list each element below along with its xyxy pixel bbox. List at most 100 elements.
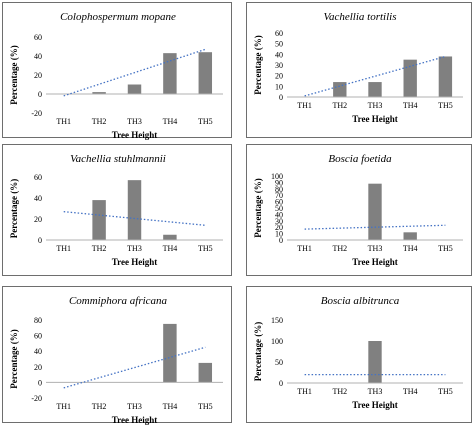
bar-th4 [163,323,177,383]
y-tick-label: 50 [275,204,283,213]
bar-th2 [92,92,106,94]
x-tick-label: TH3 [368,244,383,253]
chart-svg-boscia-albitrunca: Boscia albitrunca 0 50 100 150 Percentage (%)… [253,295,463,410]
x-tick-label: TH4 [163,117,178,126]
chart-title: Vachellia tortilis [323,11,396,23]
x-tick-label: TH1 [56,244,71,253]
bar-th3 [368,183,382,240]
x-tick-label: TH1 [297,244,312,253]
y-tick-label: 70 [275,191,283,200]
x-axis-title: Tree Height [352,114,397,124]
bar-th4 [403,59,417,97]
chart-panel-boscia-albitrunca: Boscia albitrunca 0 50 100 150 Percentage (%)… [246,286,472,423]
trendline [63,211,206,226]
x-tick-label: TH1 [297,387,312,396]
chart-panel-boscia-foetida: Boscia foetida 0 10 20 30 40 50 60 70 80 90 100 Perc… [246,144,472,276]
bar-th3 [127,84,142,94]
chart-svg-commiphora-africana: Commiphora africana -20 0 20 40 60 80 Percentag… [9,295,223,425]
y-tick-label: 60 [34,332,42,341]
bar-th5 [438,56,453,97]
y-tick-label: 40 [34,347,42,356]
y-axis-title: Percentage (%) [9,45,19,105]
chart-panel-colophospermum-mopane: Colophospermum mopane -20 0 20 40 60 Percentag… [2,2,232,140]
bar-th2 [92,200,106,240]
y-tick-label: 60 [275,198,283,207]
chart-title: Boscia foetida [328,153,392,165]
x-tick-label: TH5 [438,387,453,396]
bar-th3 [368,341,382,383]
x-tick-label: TH1 [56,117,71,126]
trendline [304,224,446,230]
y-tick-label: 20 [275,72,283,81]
y-tick-label: 20 [275,223,283,232]
y-tick-label: 50 [275,358,283,367]
y-axis-title: Percentage (%) [253,322,263,382]
x-axis-title: Tree Height [112,415,157,425]
bar-th5 [198,362,213,383]
y-tick-label: 30 [275,217,283,226]
x-tick-label: TH3 [127,244,142,253]
y-tick-label: 60 [34,33,42,42]
x-tick-label: TH2 [92,117,107,126]
x-axis-title: Tree Height [112,130,157,140]
chart-title: Vachellia stuhlmannii [70,153,166,165]
x-tick-label: TH2 [332,387,347,396]
y-tick-label: 100 [271,172,283,181]
chart-title: Boscia albitrunca [321,295,400,307]
x-tick-label: TH4 [163,402,178,411]
y-tick-label: 40 [34,52,42,61]
x-tick-label: TH4 [403,387,418,396]
x-tick-label: TH2 [92,402,107,411]
x-tick-label: TH3 [127,117,142,126]
x-tick-label: TH1 [297,101,312,110]
x-tick-label: TH4 [403,244,418,253]
y-tick-label: 150 [271,316,283,325]
y-tick-label: 80 [275,185,283,194]
bar-th4 [163,234,177,240]
x-tick-label: TH5 [198,117,213,126]
y-tick-label: 40 [275,210,283,219]
y-tick-label: 10 [275,82,283,91]
chart-panel-vachellia-tortilis: Vachellia tortilis 0 10 20 30 40 50 60 Percentag… [246,2,472,138]
chart-title: Commiphora africana [69,295,168,307]
y-tick-label: 30 [275,61,283,70]
chart-title: Colophospermum mopane [60,11,176,23]
chart-svg-colophospermum-mopane: Colophospermum mopane -20 0 20 40 60 Percentag… [9,11,223,140]
y-tick-label: 60 [34,173,42,182]
bar-th3 [368,82,382,97]
y-tick-label: 20 [34,71,42,80]
y-tick-label: 20 [34,215,42,224]
x-tick-label: TH4 [403,101,418,110]
x-tick-label: TH3 [368,101,383,110]
y-tick-label: 50 [275,40,283,49]
bar-th2 [333,82,347,97]
trendline [63,346,206,389]
x-axis-title: Tree Height [352,257,397,267]
x-tick-label: TH2 [332,101,347,110]
x-tick-label: TH4 [163,244,178,253]
bar-th4 [403,232,417,240]
y-tick-label: 100 [271,337,283,346]
y-tick-label: 0 [38,90,42,99]
x-tick-label: TH5 [198,244,213,253]
x-tick-label: TH2 [92,244,107,253]
y-tick-label: 10 [275,230,283,239]
x-axis-title: Tree Height [352,400,397,410]
y-tick-label: 40 [34,194,42,203]
x-tick-label: TH5 [438,244,453,253]
y-axis-title: Percentage (%) [9,179,19,239]
x-tick-label: TH2 [332,244,347,253]
bar-th3 [127,180,142,240]
x-tick-label: TH5 [198,402,213,411]
y-tick-label: 60 [275,29,283,38]
x-tick-label: TH3 [127,402,142,411]
bar-th5 [198,52,213,94]
chart-panel-commiphora-africana: Commiphora africana -20 0 20 40 60 80 Percentag… [2,286,232,425]
y-tick-label: 0 [38,236,42,245]
y-tick-label: 90 [275,178,283,187]
trendline [63,48,206,97]
y-tick-label: -20 [31,394,42,403]
y-tick-label: 0 [279,379,283,388]
bar-th4 [163,53,177,94]
